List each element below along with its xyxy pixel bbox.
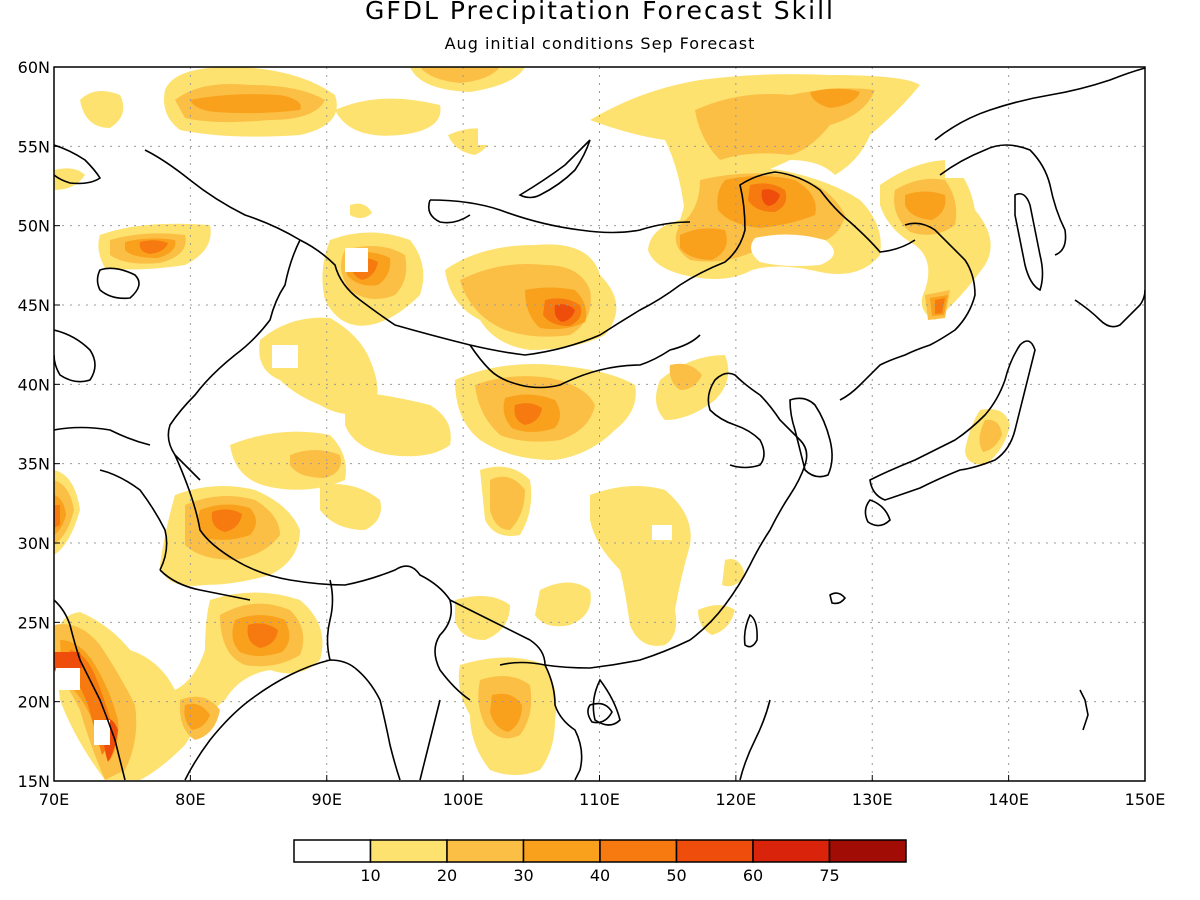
x-tick-label: 120E (716, 790, 757, 809)
y-tick-label: 15N (18, 772, 50, 791)
colorbar-label: 20 (437, 866, 457, 885)
map-coastlines (54, 67, 1145, 781)
y-tick-label: 35N (18, 455, 50, 474)
x-tick-label: 90E (312, 790, 342, 809)
x-tick-label: 80E (175, 790, 205, 809)
y-tick-label: 25N (18, 613, 50, 632)
y-tick-label: 50N (18, 217, 50, 236)
x-tick-label: 130E (852, 790, 893, 809)
y-tick-label: 30N (18, 534, 50, 553)
y-tick-label: 40N (18, 375, 50, 394)
y-tick-label: 20N (18, 693, 50, 712)
x-tick-label: 150E (1125, 790, 1166, 809)
colorbar-label: 50 (666, 866, 686, 885)
map-gridlines (54, 67, 1145, 781)
skill-blobs-level5 (54, 189, 780, 762)
skill-gap-masks (56, 122, 972, 752)
colorbar-swatch (828, 839, 907, 863)
y-tick-label: 60N (18, 58, 50, 77)
y-axis-ticks: 15N 20N 25N 30N 35N 40N 45N 50N 55N 60N (18, 58, 60, 791)
colorbar-swatch (293, 839, 372, 863)
chart-subtitle: Aug initial conditions Sep Forecast (444, 34, 756, 53)
colorbar-label: 10 (360, 866, 380, 885)
colorbar-swatch (369, 839, 448, 863)
colorbar-label: 40 (590, 866, 610, 885)
colorbar-label: 60 (743, 866, 763, 885)
colorbar-swatch (522, 839, 601, 863)
x-tick-label: 110E (579, 790, 620, 809)
x-tick-label: 140E (988, 790, 1029, 809)
chart-title: GFDL Precipitation Forecast Skill (364, 0, 835, 25)
colorbar-label: 30 (513, 866, 533, 885)
y-tick-label: 55N (18, 137, 50, 156)
colorbar-swatch (675, 839, 754, 863)
x-tick-label: 100E (443, 790, 484, 809)
x-tick-label: 70E (39, 790, 69, 809)
y-tick-label: 45N (18, 296, 50, 315)
colorbar-swatch (752, 839, 831, 863)
skill-shading-layer (54, 67, 1010, 780)
colorbar-swatch (446, 839, 525, 863)
x-axis-ticks: 70E 80E 90E 100E 110E 120E 130E 140E 150E (39, 775, 1166, 809)
colorbar: 10 20 30 40 50 60 75 (293, 839, 907, 885)
colorbar-label: 75 (819, 866, 839, 885)
colorbar-swatch (599, 839, 678, 863)
